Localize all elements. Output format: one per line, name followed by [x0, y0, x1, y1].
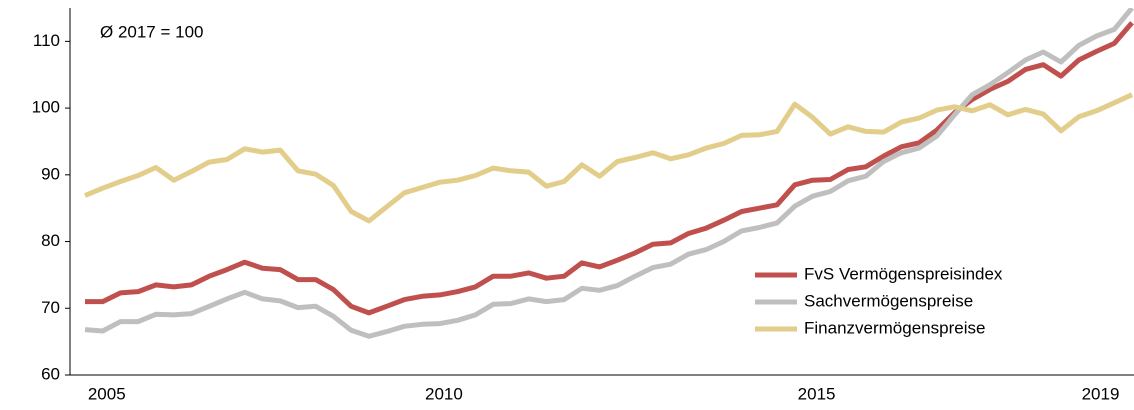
x-tick-label: 2015 [798, 384, 836, 403]
legend-label: Finanzvermögenspreise [804, 318, 985, 337]
x-tick-label: 2010 [425, 384, 463, 403]
series-line [84, 92, 1134, 224]
y-tick-label: 90 [41, 164, 60, 183]
y-tick-label: 100 [32, 98, 60, 117]
y-tick-label: 60 [41, 364, 60, 383]
annotation: Ø 2017 = 100 [100, 22, 204, 41]
legend-label: FvS Vermögenspreisindex [804, 264, 1003, 283]
series-line [84, 8, 1134, 339]
plot-area [84, 8, 1134, 339]
legend-label: Sachvermögenspreise [804, 291, 973, 310]
y-tick-label: 110 [33, 31, 60, 50]
y-tick-label: 80 [41, 231, 60, 250]
x-tick-label: 2019 [1082, 384, 1120, 403]
x-tick-label: 2005 [88, 384, 126, 403]
y-tick-label: 70 [41, 298, 60, 317]
